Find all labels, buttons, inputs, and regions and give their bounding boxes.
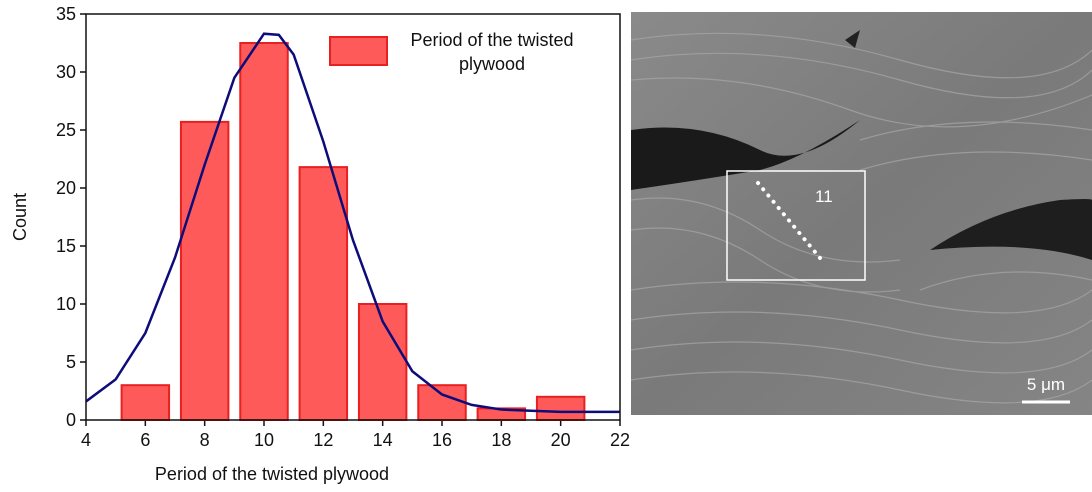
bar bbox=[417, 384, 467, 422]
x-tick-label: 8 bbox=[200, 430, 210, 450]
x-tick-label: 20 bbox=[551, 430, 571, 450]
x-tick-label: 12 bbox=[313, 430, 333, 450]
legend-label: Period of the twisted plywood bbox=[410, 30, 574, 74]
y-tick-label: 10 bbox=[56, 294, 76, 314]
x-tick-label: 22 bbox=[610, 430, 630, 450]
x-tick-label: 18 bbox=[491, 430, 511, 450]
y-tick-label: 35 bbox=[56, 4, 76, 24]
x-tick-label: 16 bbox=[432, 430, 452, 450]
y-tick-label: 20 bbox=[56, 178, 76, 198]
x-tick-label: 10 bbox=[254, 430, 274, 450]
bar bbox=[120, 384, 171, 422]
x-tick-label: 6 bbox=[140, 430, 150, 450]
x-tick-label: 4 bbox=[81, 430, 91, 450]
bar bbox=[298, 166, 349, 421]
y-tick-label: 0 bbox=[66, 410, 76, 430]
legend-swatch bbox=[329, 36, 388, 66]
x-axis-label: Period of the twisted plywood bbox=[155, 464, 389, 484]
y-tick-label: 5 bbox=[66, 352, 76, 372]
bar bbox=[535, 395, 586, 421]
bar bbox=[179, 120, 230, 421]
fit-curve bbox=[85, 32, 620, 414]
y-tick-label: 30 bbox=[56, 62, 76, 82]
image-annotation: 11 bbox=[815, 187, 833, 206]
x-tick-label: 14 bbox=[373, 430, 393, 450]
plot-frame bbox=[85, 13, 621, 421]
y-tick-label: 25 bbox=[56, 120, 76, 140]
bar bbox=[239, 42, 289, 421]
scale-bar-label: 5 μm bbox=[1027, 375, 1065, 394]
y-axis-label: Count bbox=[10, 193, 30, 241]
sem-image: 11 5 μm bbox=[630, 12, 1092, 415]
y-tick-label: 15 bbox=[56, 236, 76, 256]
